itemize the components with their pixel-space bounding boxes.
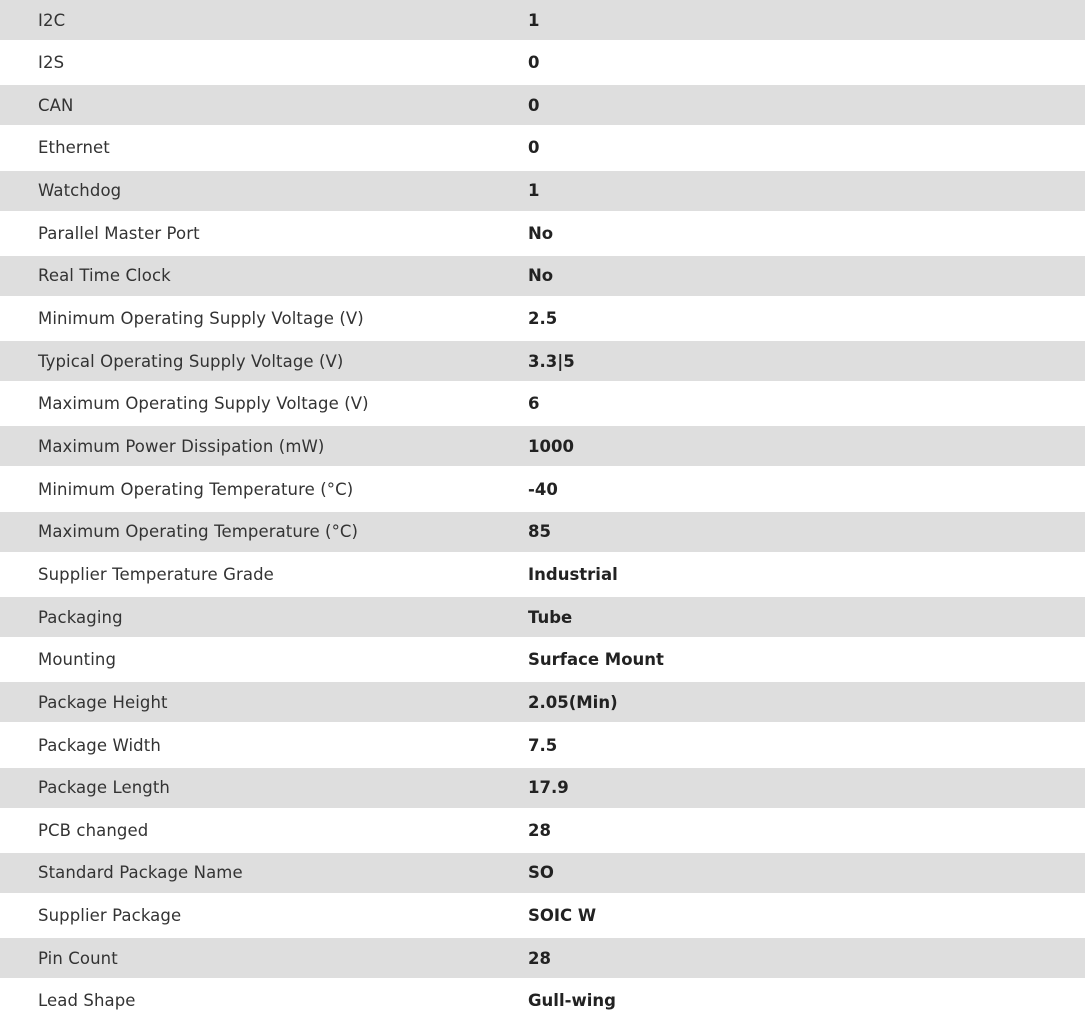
- spec-label: Minimum Operating Supply Voltage (V): [38, 309, 364, 329]
- spec-value: 1000: [528, 436, 574, 456]
- spec-row: Ethernet 0: [0, 125, 1085, 171]
- spec-value: Industrial: [528, 564, 618, 584]
- spec-label: CAN: [38, 95, 74, 115]
- spec-label: Mounting: [38, 650, 117, 670]
- spec-value: Surface Mount: [528, 650, 664, 670]
- spec-row: Lead Shape Gull-wing: [0, 978, 1085, 1024]
- spec-row: CAN 0: [0, 85, 1085, 126]
- spec-label: Ethernet: [38, 138, 110, 158]
- spec-value: 2.05(Min): [528, 692, 618, 712]
- spec-label: Maximum Operating Supply Voltage (V): [38, 394, 369, 414]
- spec-row: Mounting Surface Mount: [0, 637, 1085, 683]
- spec-label: Lead Shape: [38, 991, 136, 1011]
- spec-value: Gull-wing: [528, 991, 616, 1011]
- spec-row: Standard Package Name SO: [0, 852, 1085, 893]
- spec-value: -40: [528, 479, 558, 499]
- spec-label: Maximum Operating Temperature (°C): [38, 522, 359, 542]
- spec-label: Pin Count: [38, 948, 118, 968]
- spec-label: Package Length: [38, 778, 170, 798]
- spec-row: Packaging Tube: [0, 597, 1085, 638]
- spec-row: Watchdog 1: [0, 170, 1085, 211]
- spec-row: Supplier Temperature Grade Industrial: [0, 551, 1085, 598]
- spec-label: Parallel Master Port: [38, 223, 200, 243]
- spec-value: 6: [528, 394, 540, 414]
- spec-row: Package Height 2.05(Min): [0, 682, 1085, 723]
- spec-row: Parallel Master Port No: [0, 210, 1085, 256]
- spec-value: SOIC W: [528, 906, 597, 926]
- spec-label: Supplier Temperature Grade: [38, 564, 274, 584]
- spec-label: I2C: [38, 10, 66, 30]
- spec-row: Package Width 7.5: [0, 722, 1085, 768]
- spec-value: Tube: [528, 607, 573, 627]
- spec-value: SO: [528, 863, 554, 883]
- spec-label: Watchdog: [38, 181, 122, 201]
- spec-value: 1: [528, 10, 540, 30]
- spec-value: No: [528, 223, 554, 243]
- spec-label: I2S: [38, 53, 65, 73]
- spec-label: Maximum Power Dissipation (mW): [38, 436, 325, 456]
- spec-label: Package Width: [38, 735, 161, 755]
- spec-row: PCB changed 28: [0, 807, 1085, 853]
- spec-row: Maximum Operating Temperature (°C) 85: [0, 511, 1085, 552]
- spec-row: Package Length 17.9: [0, 767, 1085, 808]
- spec-label: Standard Package Name: [38, 863, 243, 883]
- spec-value: 0: [528, 53, 540, 73]
- spec-row: Maximum Power Dissipation (mW) 1000: [0, 426, 1085, 467]
- spec-value: 0: [528, 138, 540, 158]
- spec-row: Minimum Operating Temperature (°C) -40: [0, 466, 1085, 512]
- spec-row: Real Time Clock No: [0, 255, 1085, 296]
- spec-value: 85: [528, 522, 551, 542]
- spec-value: 28: [528, 948, 551, 968]
- spec-label: Packaging: [38, 607, 123, 627]
- spec-row: Maximum Operating Supply Voltage (V) 6: [0, 381, 1085, 427]
- spec-value: 0: [528, 95, 540, 115]
- spec-value: 28: [528, 820, 551, 840]
- spec-value: 7.5: [528, 735, 558, 755]
- spec-row: I2C 1: [0, 0, 1085, 40]
- spec-label: Package Height: [38, 692, 168, 712]
- spec-value: 3.3|5: [528, 351, 575, 371]
- spec-value: No: [528, 266, 554, 286]
- spec-label: Real Time Clock: [38, 266, 171, 286]
- spec-row: I2S 0: [0, 40, 1085, 86]
- spec-value: 1: [528, 181, 540, 201]
- spec-label: Supplier Package: [38, 906, 182, 926]
- spec-row: Supplier Package SOIC W: [0, 892, 1085, 939]
- spec-value: 2.5: [528, 309, 558, 329]
- spec-row: Minimum Operating Supply Voltage (V) 2.5: [0, 295, 1085, 342]
- spec-row: Typical Operating Supply Voltage (V) 3.3|…: [0, 341, 1085, 382]
- spec-label: Minimum Operating Temperature (°C): [38, 479, 354, 499]
- spec-label: Typical Operating Supply Voltage (V): [38, 351, 344, 371]
- spec-value: 17.9: [528, 778, 569, 798]
- spec-row: Pin Count 28: [0, 938, 1085, 979]
- spec-label: PCB changed: [38, 820, 149, 840]
